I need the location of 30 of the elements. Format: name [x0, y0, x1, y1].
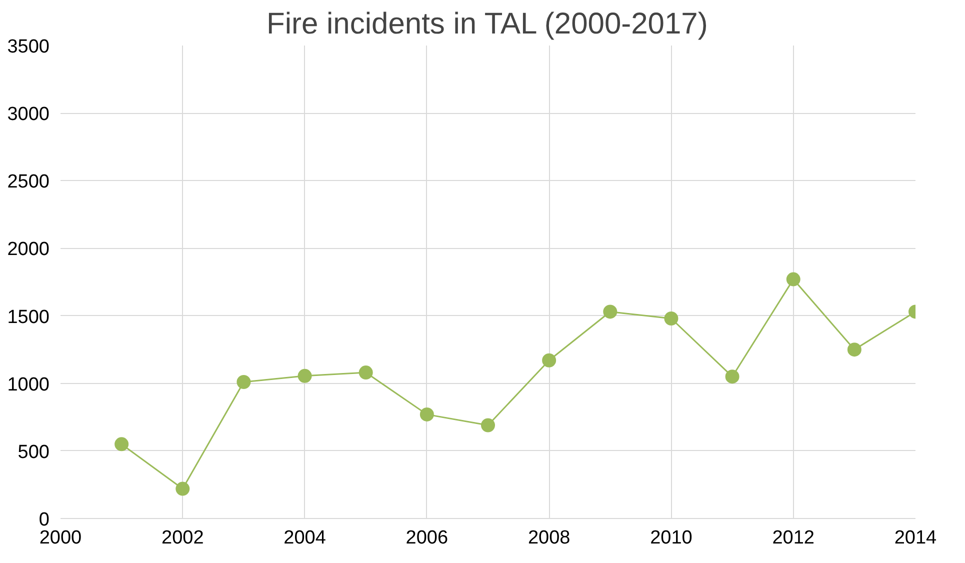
point: [664, 312, 678, 326]
y-tick-label: 3000: [7, 104, 50, 126]
point: [358, 366, 373, 380]
point: [542, 353, 556, 368]
point: [176, 482, 190, 496]
y-tick-label: 2500: [7, 172, 50, 193]
point: [725, 370, 740, 384]
x-tick-label: 2012: [772, 528, 815, 548]
x-tick-label: 2000: [39, 528, 82, 548]
y-tick-label: 0: [38, 510, 50, 530]
point: [786, 272, 800, 286]
x-tick-label: 2010: [650, 528, 692, 548]
y-tick-label: 1000: [7, 374, 50, 396]
point: [298, 368, 312, 383]
point: [236, 375, 251, 389]
x-tick-label: 2004: [284, 528, 326, 548]
y-tick-label: 500: [18, 442, 50, 463]
y-tick-label: 2000: [7, 239, 50, 260]
point: [603, 304, 618, 319]
chart-title: Fire incidents in TAL (2000-2017): [266, 8, 708, 40]
point: [481, 418, 495, 432]
y-tick-label: 1500: [7, 306, 50, 328]
x-tick-label: 2006: [406, 528, 448, 548]
y-tick-label: 3500: [7, 36, 50, 58]
point: [420, 407, 434, 422]
point: [847, 342, 862, 357]
x-tick-label: 2002: [162, 528, 204, 548]
x-tick-label: 2014: [894, 528, 938, 548]
x-tick-label: 2008: [528, 528, 570, 548]
point: [114, 437, 129, 452]
